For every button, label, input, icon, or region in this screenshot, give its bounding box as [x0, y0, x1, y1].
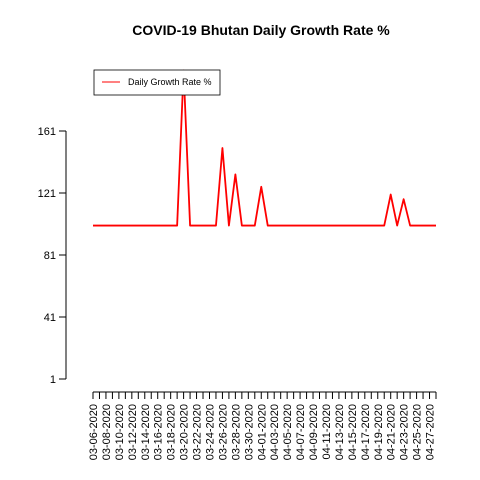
- x-tick-label: 04-19-2020: [373, 404, 385, 460]
- x-axis: 03-06-2020 03-08-2020 03-10-2020 03-12-2020…: [88, 391, 437, 460]
- x-tick-label: 04-17-2020: [360, 404, 372, 460]
- x-tick-label: 04-23-2020: [399, 404, 411, 460]
- y-tick-label: 1: [50, 374, 56, 386]
- x-tick-label: 04-21-2020: [386, 404, 398, 460]
- y-tick-label: 121: [38, 188, 56, 200]
- x-tick-label: 04-01-2020: [256, 404, 268, 460]
- series-layer: [93, 69, 436, 227]
- x-tick-label: 03-10-2020: [114, 404, 126, 460]
- x-tick-label: 04-25-2020: [412, 404, 424, 460]
- series-line-0: [93, 69, 436, 227]
- x-tick-label: 04-11-2020: [321, 404, 333, 459]
- x-tick-label: 03-20-2020: [179, 404, 191, 460]
- x-tick-label: 03-24-2020: [204, 404, 216, 460]
- legend: Daily Growth Rate %: [93, 69, 221, 96]
- legend-label: Daily Growth Rate %: [128, 77, 212, 87]
- x-tick-label: 03-26-2020: [217, 404, 229, 460]
- x-tick-label: 04-05-2020: [282, 404, 294, 460]
- y-tick-label: 81: [44, 250, 56, 262]
- x-tick-label: 03-30-2020: [243, 404, 255, 460]
- x-tick-label: 04-07-2020: [295, 404, 307, 460]
- x-tick-label: 04-13-2020: [334, 404, 346, 460]
- x-tick-label: 04-03-2020: [269, 404, 281, 460]
- y-axis: 1 41 81 121 161: [38, 126, 67, 386]
- x-tick-label: 03-22-2020: [192, 404, 204, 460]
- y-tick-label: 161: [38, 126, 56, 138]
- x-tick-label: 03-14-2020: [140, 404, 152, 460]
- y-tick-label: 41: [44, 312, 56, 324]
- x-tick-label: 03-12-2020: [127, 404, 139, 460]
- x-tick-label: 03-06-2020: [88, 404, 100, 460]
- x-tick-label: 03-18-2020: [166, 404, 178, 460]
- x-tick-label: 03-16-2020: [153, 404, 165, 460]
- x-tick-label: 03-28-2020: [230, 404, 242, 460]
- x-tick-label: 04-27-2020: [425, 404, 437, 460]
- x-tick-label: 03-08-2020: [101, 404, 113, 460]
- x-tick-label: 04-15-2020: [347, 404, 359, 460]
- x-tick-label: 04-09-2020: [308, 404, 320, 460]
- chart-title: COVID-19 Bhutan Daily Growth Rate %: [132, 22, 390, 38]
